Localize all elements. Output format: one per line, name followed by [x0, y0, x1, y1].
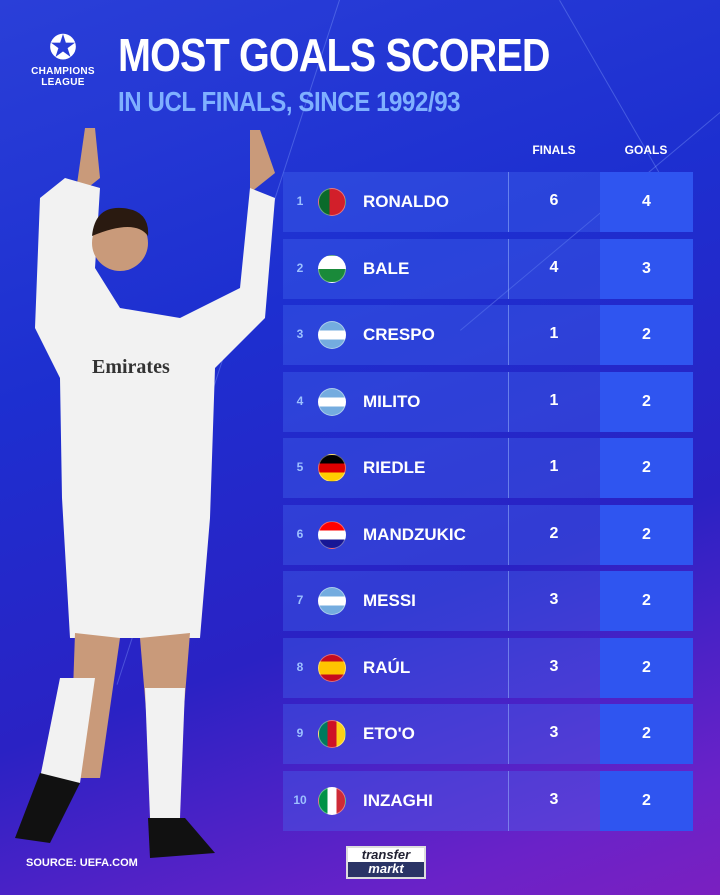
divider [508, 238, 509, 299]
table-row: 8 RAÚL 3 2 [283, 637, 693, 698]
argentina-flag-icon [318, 587, 346, 615]
table-row: 2 BALE 4 3 [283, 238, 693, 299]
goals-value: 2 [600, 637, 693, 698]
player-name: ETO'O [363, 724, 415, 743]
player-photo: Emirates [15, 128, 275, 858]
divider [508, 172, 509, 232]
goals-value: 4 [600, 172, 693, 232]
rank: 10 [293, 792, 307, 807]
finals-value: 1 [549, 458, 559, 475]
goals-value: 2 [600, 504, 693, 565]
rank: 7 [296, 593, 304, 607]
divider [508, 571, 509, 631]
cameroon-flag-icon [318, 720, 346, 748]
starball-icon: ✪ [48, 29, 78, 67]
goals-value: 2 [600, 371, 693, 432]
table-row: 10 INZAGHI 3 2 [283, 770, 693, 831]
goals-value: 2 [600, 704, 693, 764]
rank: 4 [296, 393, 304, 408]
finals-value: 3 [549, 790, 559, 808]
goals-value: 2 [600, 438, 693, 498]
logo-text: LEAGUE [41, 77, 85, 88]
table-row: 5 RIEDLE 1 2 [283, 438, 693, 498]
goals-value: 3 [600, 238, 693, 299]
rank: 2 [296, 260, 304, 275]
rank: 9 [296, 726, 304, 740]
logo-text: CHAMPIONS [31, 66, 95, 77]
page-subtitle: IN UCL FINALS, SINCE 1992/93 [118, 86, 461, 117]
column-header-finals: FINALS [532, 143, 576, 157]
player-name: INZAGHI [363, 790, 433, 810]
divider [508, 438, 509, 498]
svg-text:Emirates: Emirates [92, 356, 170, 378]
divider [508, 770, 509, 831]
croatia-flag-icon [318, 520, 346, 549]
finals-value: 6 [549, 192, 559, 209]
table-row: 7 MESSI 3 2 [283, 571, 693, 631]
brand-text: markt [368, 861, 404, 876]
player-name: CRESPO [363, 325, 435, 344]
finals-value: 2 [549, 524, 559, 542]
table-row: 1 RONALDO 6 4 [283, 172, 693, 232]
argentina-flag-icon [318, 321, 346, 349]
transfermarkt-logo: transfer markt [346, 846, 426, 879]
player-name: BALE [363, 258, 410, 278]
portugal-flag-icon [318, 188, 346, 216]
divider [508, 637, 509, 698]
brand-text: transfer [348, 848, 424, 862]
page-title: MOST GOALS SCORED [118, 29, 550, 81]
table-row: 4 MILITO 1 2 [283, 371, 693, 432]
source-text: SOURCE: UEFA.COM [26, 857, 138, 869]
wales-flag-icon [318, 254, 346, 283]
table-row: 9 ETO'O 3 2 [283, 704, 693, 764]
divider [508, 504, 509, 565]
finals-value: 1 [549, 391, 559, 409]
goals-value: 2 [600, 571, 693, 631]
germany-flag-icon [318, 454, 346, 482]
divider [508, 305, 509, 365]
table-row: 6 MANDZUKIC 2 2 [283, 504, 693, 565]
player-name: RONALDO [363, 192, 449, 211]
player-name: MANDZUKIC [363, 524, 466, 544]
finals-value: 3 [549, 724, 559, 741]
player-name: RIEDLE [363, 458, 426, 477]
player-name: RAÚL [363, 657, 411, 677]
finals-value: 3 [549, 591, 559, 608]
table-row: 3 CRESPO 1 2 [283, 305, 693, 365]
argentina-flag-icon [318, 387, 346, 416]
rank: 6 [296, 526, 304, 541]
rank: 8 [296, 659, 304, 674]
finals-value: 3 [549, 657, 559, 675]
rank: 5 [296, 460, 304, 474]
italy-flag-icon [318, 786, 346, 815]
finals-value: 4 [549, 258, 559, 276]
column-header-goals: GOALS [624, 143, 668, 157]
player-name: MILITO [363, 391, 421, 411]
player-name: MESSI [363, 591, 416, 610]
champions-league-logo: ✪ CHAMPIONS LEAGUE [20, 30, 106, 88]
rank: 1 [296, 194, 304, 208]
rank: 3 [296, 327, 304, 341]
divider [508, 704, 509, 764]
finals-value: 1 [549, 325, 559, 342]
goals-value: 2 [600, 770, 693, 831]
goals-value: 2 [600, 305, 693, 365]
spain-flag-icon [318, 653, 346, 682]
divider [508, 371, 509, 432]
